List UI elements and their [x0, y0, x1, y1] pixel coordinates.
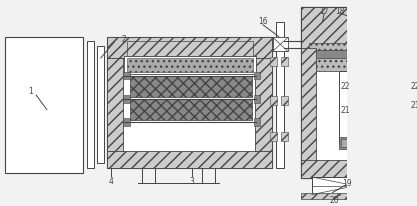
Bar: [281, 132, 288, 141]
Bar: [394, 49, 409, 178]
Bar: [341, 139, 353, 147]
Bar: [270, 132, 277, 141]
Text: 1: 1: [28, 86, 33, 95]
Bar: [130, 76, 252, 97]
Bar: [5, 37, 83, 173]
Bar: [270, 97, 277, 105]
Text: 21: 21: [410, 101, 417, 110]
Bar: [254, 119, 261, 127]
Bar: [123, 119, 130, 127]
Bar: [357, 139, 369, 147]
Bar: [281, 97, 288, 105]
Bar: [254, 72, 261, 80]
Bar: [123, 96, 130, 103]
Text: 22: 22: [410, 81, 417, 90]
Bar: [127, 59, 253, 72]
Bar: [106, 37, 272, 59]
Bar: [309, 51, 400, 59]
Bar: [339, 137, 371, 149]
Bar: [409, 30, 417, 52]
Text: 4: 4: [109, 177, 114, 186]
Bar: [301, 8, 409, 49]
Text: 2: 2: [121, 35, 126, 44]
Bar: [87, 42, 94, 169]
Text: 21: 21: [340, 106, 349, 115]
Text: 3: 3: [189, 177, 194, 186]
Bar: [106, 37, 272, 169]
Bar: [312, 177, 399, 195]
Bar: [106, 151, 272, 169]
Bar: [123, 72, 130, 80]
Bar: [254, 96, 261, 103]
Bar: [301, 49, 316, 178]
Bar: [276, 23, 284, 169]
Bar: [339, 71, 371, 144]
Text: 16: 16: [258, 17, 268, 26]
Bar: [106, 59, 123, 151]
Bar: [301, 161, 409, 178]
Bar: [130, 99, 252, 121]
Bar: [127, 42, 253, 57]
Text: 22: 22: [340, 81, 349, 90]
Bar: [281, 58, 288, 67]
Bar: [273, 38, 288, 52]
Bar: [256, 59, 272, 151]
Bar: [270, 58, 277, 67]
Text: 18: 18: [335, 7, 345, 16]
Bar: [410, 33, 417, 50]
Bar: [309, 44, 400, 71]
Text: 19: 19: [342, 179, 352, 187]
Text: 20: 20: [329, 195, 339, 204]
Bar: [97, 47, 104, 164]
Bar: [301, 193, 409, 199]
Bar: [124, 57, 256, 74]
Bar: [301, 8, 409, 178]
Text: 17: 17: [319, 7, 329, 16]
